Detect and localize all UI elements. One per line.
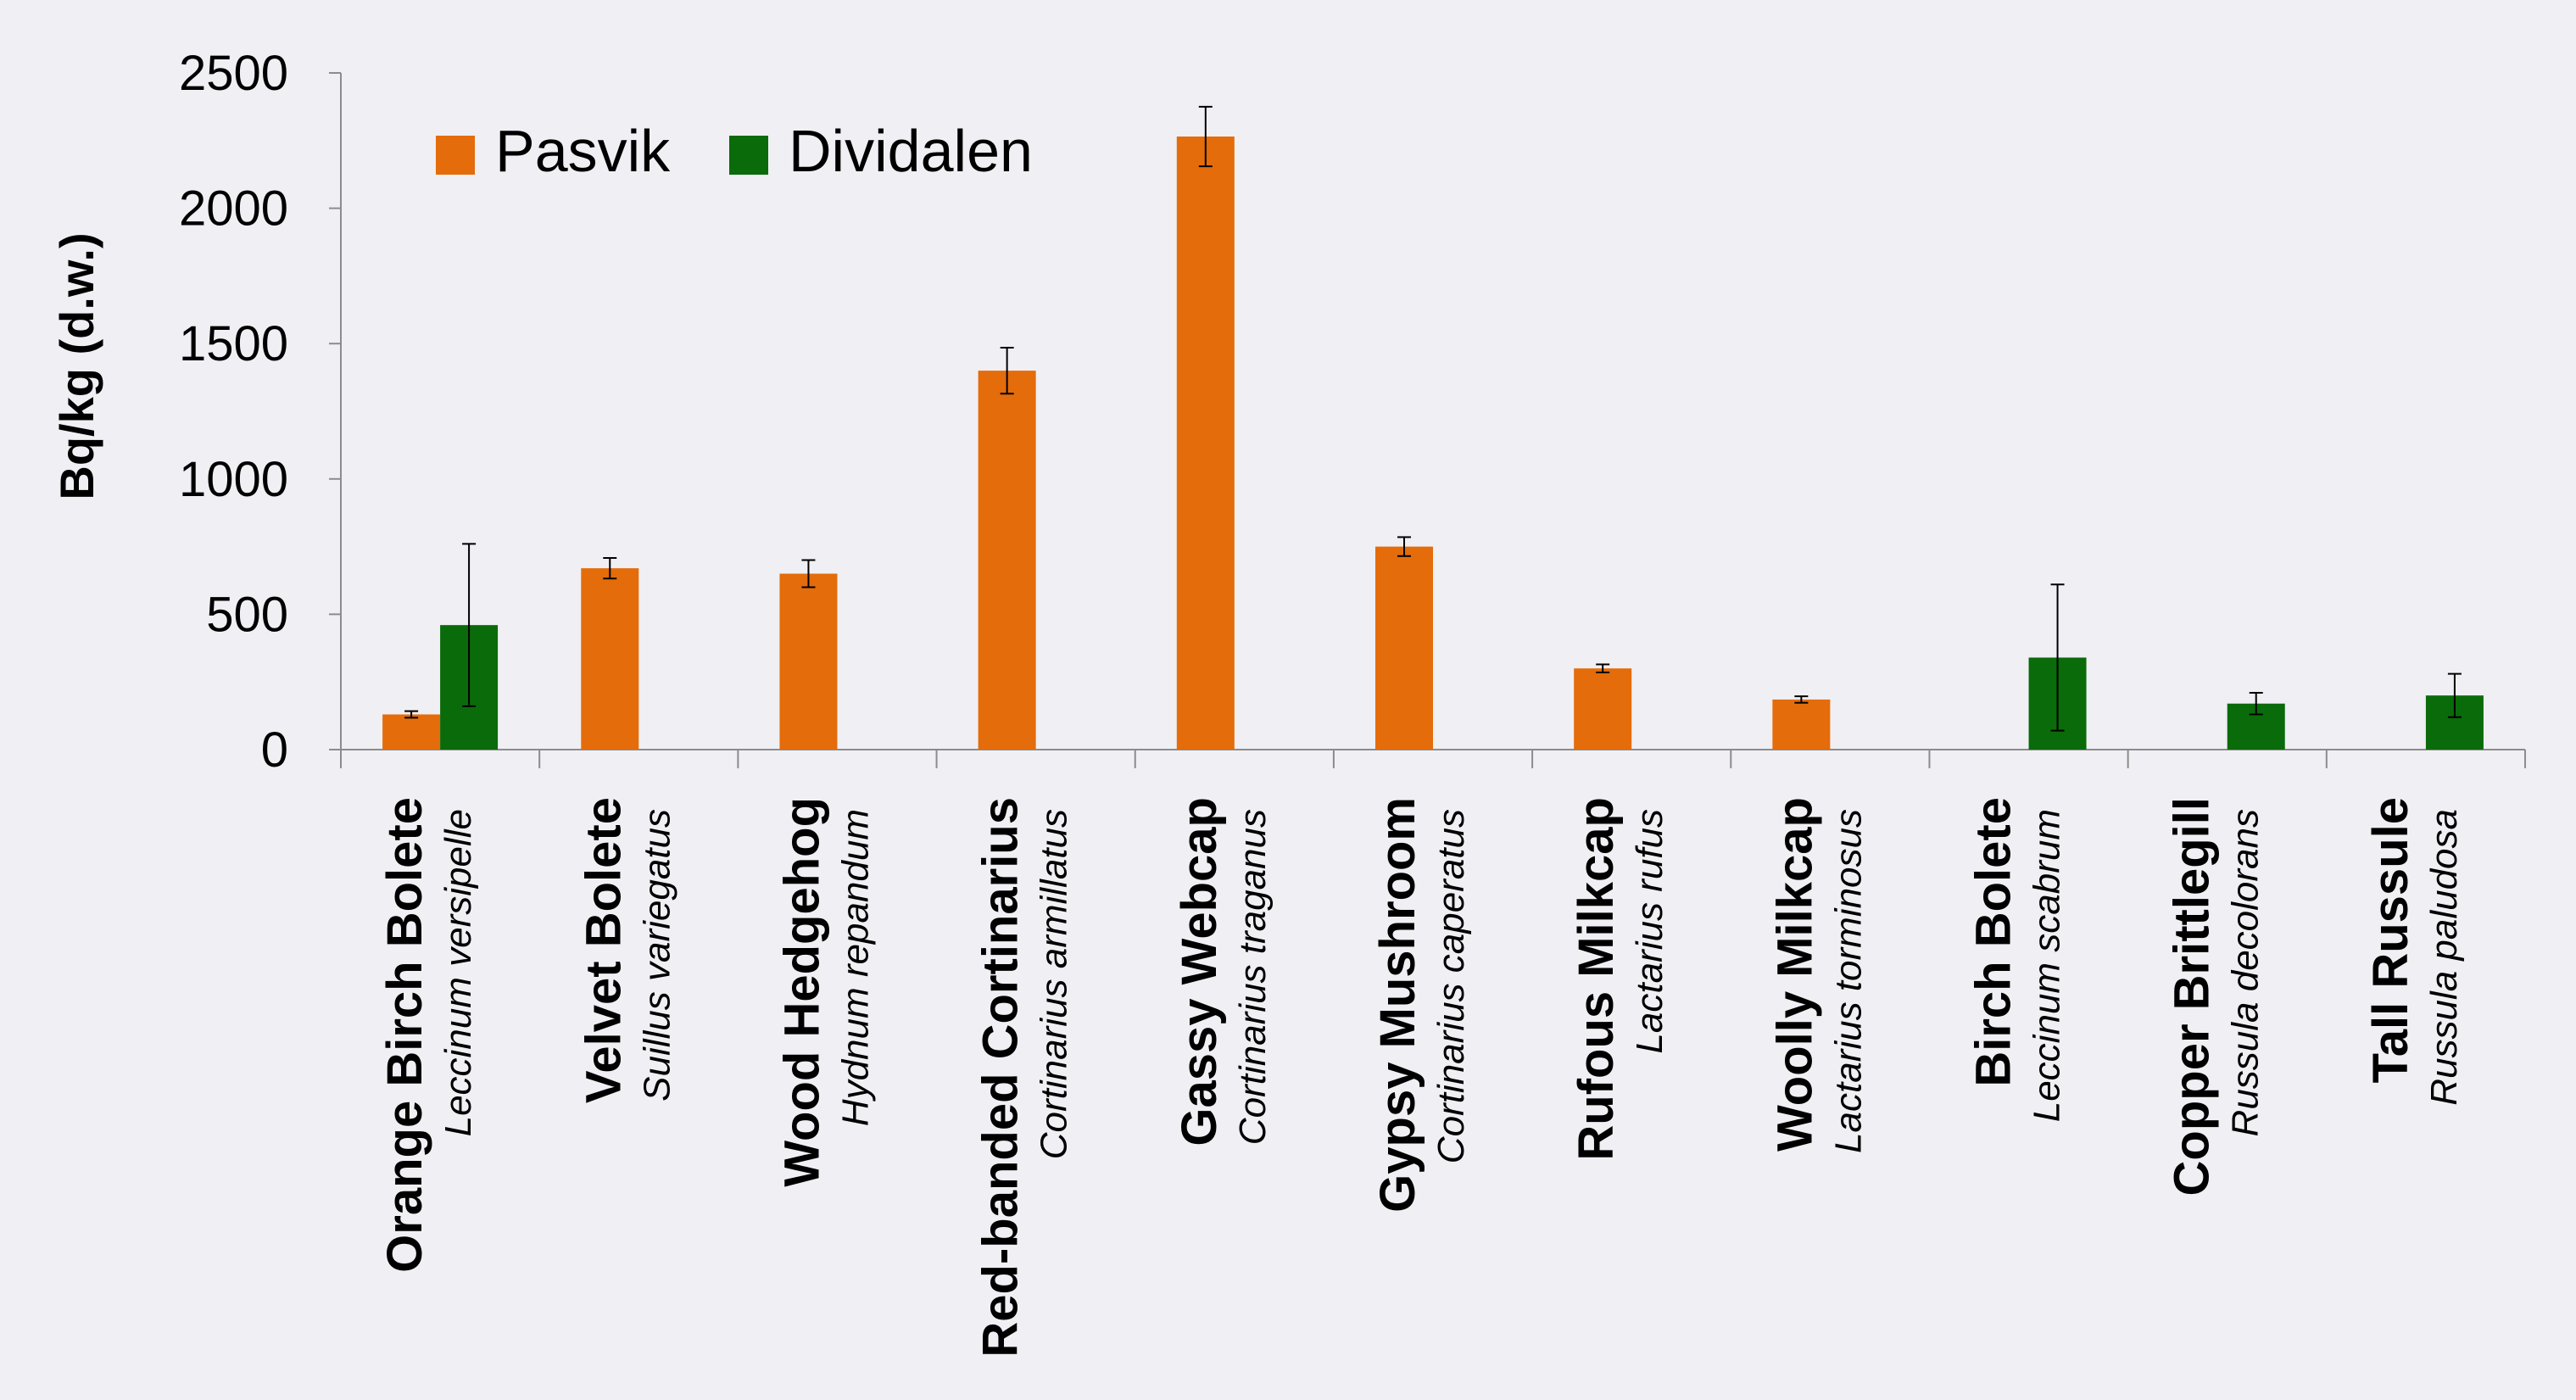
category-common-name: Orange Birch Bolete xyxy=(377,797,432,1273)
category-label: Gypsy Mushroom Cortinarius caperatus xyxy=(1370,797,1472,1213)
legend-item-pasvik: Pasvik xyxy=(436,118,671,184)
y-tick-label: 2500 xyxy=(179,46,288,101)
category-label: Birch Bolete Leccinum scabrum xyxy=(1966,797,2068,1122)
category-label: Copper Brittlegill Russula decolorans xyxy=(2165,797,2267,1196)
legend: Pasvik Dividalen xyxy=(436,118,1033,184)
error-bar xyxy=(1596,663,1610,674)
category-common-name: Birch Bolete xyxy=(1966,797,2021,1087)
category-latin-name: Hydnum repandum xyxy=(834,809,876,1126)
error-bar xyxy=(1198,105,1213,168)
category-latin-name: Suillus variegatus xyxy=(636,809,677,1102)
error-bar xyxy=(1397,536,1411,557)
error-bar xyxy=(2249,691,2263,716)
category-latin-name: Cortinarius armillatus xyxy=(1034,809,1075,1159)
bar-pasvik-7 xyxy=(1772,699,1831,750)
bar-pasvik-4 xyxy=(1176,137,1235,750)
category-common-name: Gypsy Mushroom xyxy=(1370,797,1425,1213)
error-bar xyxy=(2447,672,2462,718)
bars xyxy=(382,105,2484,750)
bar-pasvik-1 xyxy=(581,568,639,750)
y-tick-label: 2000 xyxy=(179,181,288,237)
legend-label: Dividalen xyxy=(789,118,1033,184)
category-common-name: Woolly Milkcap xyxy=(1767,797,1822,1152)
category-label: Wood Hedgehog Hydnum repandum xyxy=(774,797,876,1187)
category-label: Tall Russule Russula paludosa xyxy=(2363,797,2465,1106)
error-bar xyxy=(801,559,816,588)
axes: 0 500 1000 1500 2000 2500 xyxy=(179,46,2526,778)
category-label: Orange Birch Bolete Leccinum versipelle xyxy=(377,797,479,1273)
category-label: Velvet Bolete Suillus variegatus xyxy=(576,797,677,1103)
category-label: Red-banded Cortinarius Cortinarius armill… xyxy=(973,797,1075,1358)
error-bar xyxy=(462,543,477,707)
category-latin-name: Cortinarius traganus xyxy=(1232,809,1274,1145)
bar-pasvik-2 xyxy=(779,573,838,750)
legend-swatch xyxy=(729,136,768,175)
category-common-name: Copper Brittlegill xyxy=(2165,797,2220,1196)
category-latin-name: Russula paludosa xyxy=(2423,809,2465,1106)
bar-pasvik-6 xyxy=(1574,668,1632,750)
bar-pasvik-5 xyxy=(1375,546,1433,750)
category-common-name: Wood Hedgehog xyxy=(774,797,829,1187)
category-latin-name: Lactarius torminosus xyxy=(1827,809,1869,1153)
category-latin-name: Leccinum versipelle xyxy=(438,809,479,1136)
category-common-name: Rufous Milkcap xyxy=(1569,797,1624,1161)
category-label: Woolly Milkcap Lactarius torminosus xyxy=(1767,797,1869,1153)
category-common-name: Gassy Webcap xyxy=(1172,797,1227,1146)
legend-item-dividalen: Dividalen xyxy=(729,118,1033,184)
category-label: Gassy Webcap Cortinarius traganus xyxy=(1172,797,1274,1146)
category-latin-name: Leccinum scabrum xyxy=(2027,809,2068,1122)
category-latin-name: Lactarius rufus xyxy=(1629,809,1670,1054)
legend-swatch xyxy=(436,136,475,175)
error-bar xyxy=(1000,346,1014,395)
category-latin-name: Cortinarius caperatus xyxy=(1430,809,1472,1163)
category-labels: Orange Birch Bolete Leccinum versipelle Ve… xyxy=(377,797,2465,1358)
legend-label: Pasvik xyxy=(495,118,671,184)
category-common-name: Red-banded Cortinarius xyxy=(973,797,1029,1358)
category-label: Rufous Milkcap Lactarius rufus xyxy=(1569,797,1670,1161)
error-bar xyxy=(603,557,617,580)
bar-pasvik-0 xyxy=(382,714,441,750)
error-bar xyxy=(2050,583,2065,732)
y-axis-label: Bq/kg (d.w.) xyxy=(50,232,103,499)
category-common-name: Velvet Bolete xyxy=(576,797,631,1103)
y-tick-label: 1500 xyxy=(179,316,288,371)
error-bar xyxy=(404,710,419,719)
y-tick-label: 1000 xyxy=(179,452,288,507)
y-tick-label: 0 xyxy=(261,722,288,778)
category-common-name: Tall Russule xyxy=(2363,797,2418,1083)
y-tick-label: 500 xyxy=(206,587,288,642)
category-latin-name: Russula decolorans xyxy=(2225,809,2267,1136)
error-bar xyxy=(1794,695,1809,704)
bar-pasvik-3 xyxy=(978,371,1036,750)
